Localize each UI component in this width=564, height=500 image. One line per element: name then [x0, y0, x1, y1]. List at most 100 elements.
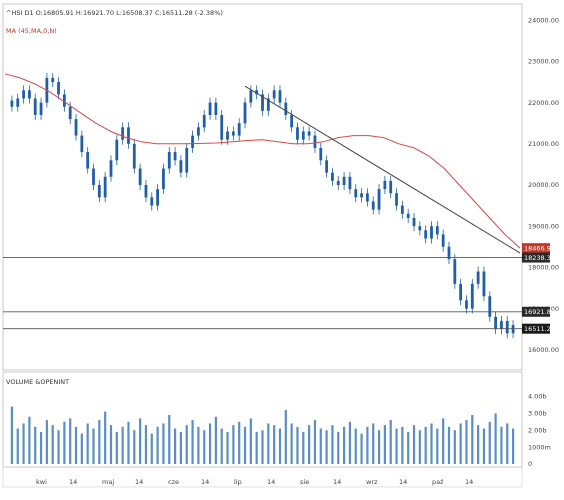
volume-bar — [511, 428, 515, 464]
volume-bar — [290, 423, 293, 464]
candle-body — [220, 114, 224, 140]
volume-bar — [133, 430, 136, 464]
candle-body — [27, 90, 31, 99]
volume-bar — [168, 415, 171, 464]
volume-bar — [232, 425, 235, 464]
candle-body — [173, 152, 177, 161]
candle-body — [33, 98, 37, 115]
time-tick-label: 14 — [201, 478, 209, 486]
volume-axis: 4.00b 3.00b 2.00b 1000m 0 — [528, 393, 551, 469]
volume-bar — [28, 416, 31, 464]
volume-bar — [10, 406, 14, 464]
candlestick-series — [10, 72, 515, 339]
candle-body — [115, 139, 119, 161]
candle-body — [243, 102, 247, 124]
ma-price-tag-bg — [522, 243, 550, 254]
candle-body — [272, 90, 276, 99]
volume-bar — [92, 428, 95, 464]
candle-body — [430, 226, 433, 239]
candle-body — [39, 102, 43, 115]
price-tick-label: 18000.00 — [528, 264, 559, 272]
volume-bar — [238, 421, 241, 464]
candle-body — [447, 246, 451, 260]
ma-label: MA (45,MA,0,N) — [6, 27, 57, 35]
volume-bar — [395, 428, 398, 464]
volume-bar — [407, 431, 410, 464]
candle-body — [86, 152, 90, 169]
volume-bar — [261, 430, 264, 464]
volume-bar — [69, 418, 72, 464]
volume-series — [10, 406, 515, 464]
candle-body — [313, 135, 317, 148]
volume-tick-label: 0 — [528, 460, 532, 468]
price-tick-label: 19000.00 — [528, 222, 559, 230]
volume-bar — [342, 426, 346, 464]
volume-bar — [424, 426, 427, 464]
volume-bar — [255, 431, 258, 464]
volume-bar — [500, 426, 503, 464]
time-tick-label: 14 — [69, 478, 77, 486]
candle-body — [103, 176, 107, 198]
volume-bar — [226, 431, 229, 464]
volume-bar — [57, 430, 60, 464]
volume-bar — [208, 423, 212, 464]
volume-bar — [313, 420, 317, 464]
candle-body — [185, 147, 189, 173]
candle-body — [389, 180, 393, 194]
volume-tick-label: 4.00b — [528, 393, 547, 401]
price-tick-label: 22000.00 — [528, 99, 559, 107]
volume-bar — [162, 423, 165, 464]
time-tick-label: wrz — [366, 478, 378, 486]
volume-bar — [383, 425, 386, 464]
volume-bar — [418, 430, 421, 464]
volume-bar — [34, 426, 37, 464]
candle-body — [196, 127, 200, 136]
candle-body — [307, 131, 311, 136]
candle-body — [266, 98, 270, 111]
volume-bar — [39, 431, 43, 464]
volume-bar — [465, 420, 468, 464]
time-tick-label: sie — [300, 478, 309, 486]
volume-bar — [74, 426, 78, 464]
volume-bar — [319, 428, 322, 464]
price-axis: 24000.00 23000.00 22000.00 21000.00 20000.00… — [528, 16, 559, 354]
candle-body — [127, 127, 130, 144]
candle-body — [354, 189, 358, 198]
candle-body — [331, 172, 334, 181]
time-axis-frame — [2, 466, 523, 488]
candle-body — [231, 131, 235, 136]
candle-body — [301, 131, 305, 140]
volume-bar — [16, 428, 19, 464]
horizontal-levels — [3, 257, 522, 330]
candle-body — [465, 300, 468, 309]
time-tick-label: maj — [102, 478, 114, 486]
candle-body — [476, 271, 480, 284]
volume-bar — [506, 423, 509, 464]
candle-body — [97, 185, 101, 198]
volume-bar — [482, 428, 486, 464]
volume-bar — [471, 415, 474, 464]
volume-bar — [442, 418, 445, 464]
volume-bar — [331, 425, 334, 464]
candle-body — [278, 90, 282, 103]
volume-pane-title: VOLUME &OPENINT — [6, 378, 69, 386]
candle-body — [22, 90, 25, 99]
volume-bar — [401, 426, 404, 464]
volume-bar — [191, 420, 194, 464]
candle-body — [505, 320, 509, 334]
level-price-tag-bg — [522, 252, 550, 263]
candle-body — [290, 114, 294, 128]
candle-body — [500, 320, 503, 330]
candle-body — [208, 102, 212, 115]
candle-body — [150, 197, 154, 206]
candle-body — [249, 90, 253, 103]
candle-body — [191, 135, 194, 148]
volume-bar — [243, 426, 247, 464]
candle-body — [494, 316, 498, 330]
time-tick-label: cze — [168, 478, 179, 486]
candle-body — [435, 226, 439, 235]
volume-tick-label: 1000m — [528, 443, 551, 451]
volume-bar — [139, 418, 142, 464]
candle-body — [214, 102, 218, 115]
